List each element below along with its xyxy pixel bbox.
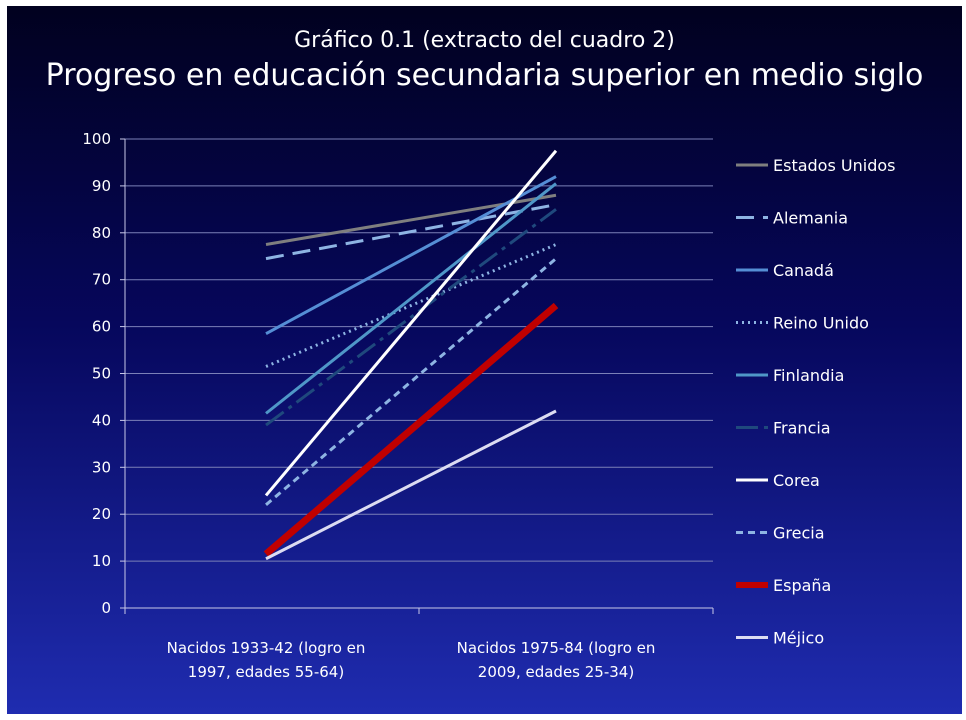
y-tick-label: 70	[92, 271, 111, 289]
y-tick-label: 30	[92, 458, 111, 476]
y-tick-label: 80	[92, 224, 111, 242]
y-tick-label: 60	[92, 318, 111, 336]
legend-entry: Méjico	[773, 629, 824, 648]
line-chart: 0 10 20 30 40 50 60 70 80 90 100 Nacidos 1933-42 (l…	[82, 130, 895, 681]
legend-entry: Finlandia	[773, 366, 844, 385]
legend-entry: Canadá	[773, 261, 834, 280]
legend-entry: Francia	[773, 419, 831, 438]
y-tick-label: 20	[92, 505, 111, 523]
legend-entry: Alemania	[773, 209, 848, 228]
series-line-alemania	[265, 203, 557, 261]
y-tick-label: 100	[82, 130, 111, 148]
series-line-grecia	[265, 257, 557, 506]
chart-slide: Gráfico 0.1 (extracto del cuadro 2) Prog…	[7, 6, 962, 714]
y-tick-label: 90	[92, 177, 111, 195]
series-line-españa	[263, 302, 559, 557]
series-line-méjico	[265, 409, 557, 561]
chart-title: Progreso en educación secundaria superio…	[45, 58, 924, 93]
x-category-label: Nacidos 1975-84 (logro en	[457, 639, 656, 657]
x-category-label: Nacidos 1933-42 (logro en	[167, 639, 366, 657]
legend-entry: Grecia	[773, 524, 825, 543]
series-line-canadá	[265, 175, 557, 335]
y-tick-label: 50	[92, 365, 111, 383]
y-tick-label: 0	[101, 599, 111, 617]
series-line-francia	[265, 208, 557, 427]
legend-entry: Corea	[773, 471, 820, 490]
chart-subtitle: Gráfico 0.1 (extracto del cuadro 2)	[294, 28, 675, 53]
x-category-label: 1997, edades 55-64)	[188, 663, 344, 681]
series-line-reino-unido	[265, 243, 557, 368]
x-category-label: 2009, edades 25-34)	[478, 663, 634, 681]
y-tick-label: 40	[92, 411, 111, 429]
legend-entry: Reino Unido	[773, 314, 869, 333]
series-line-corea	[264, 149, 558, 497]
legend-entry: España	[773, 576, 831, 595]
y-tick-label: 10	[92, 552, 111, 570]
series-line-finlandia	[265, 182, 557, 415]
legend-entry: Estados Unidos	[773, 156, 895, 175]
